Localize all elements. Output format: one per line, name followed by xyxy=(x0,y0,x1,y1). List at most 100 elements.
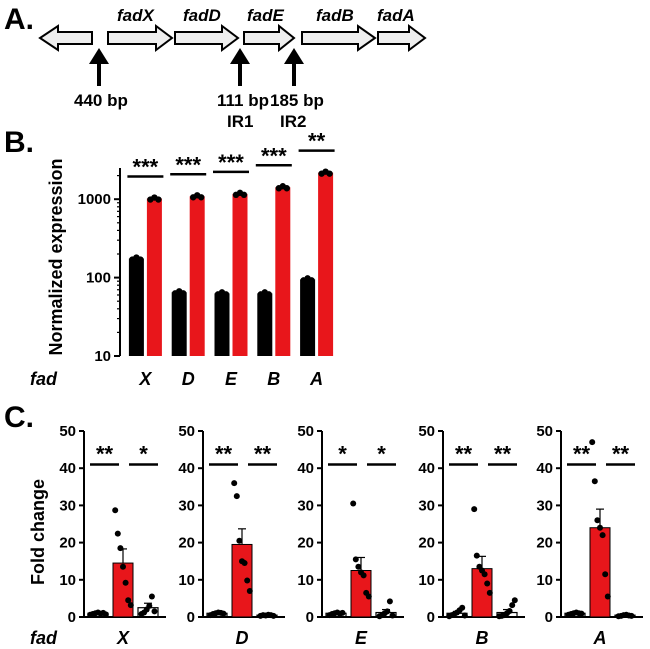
panel-c-fad-prefix: fad xyxy=(30,628,58,648)
panel-c-point xyxy=(339,609,346,616)
panel-c-sig-label: ** xyxy=(494,441,512,466)
panel-b-bar-treatment-D xyxy=(189,196,205,356)
panel-c-point xyxy=(114,530,121,537)
site-label-ir1-size: 111 bp xyxy=(217,91,269,110)
panel-b-category-label: B xyxy=(267,369,280,389)
panel-c-point xyxy=(122,579,129,586)
panel-c-point xyxy=(220,610,227,617)
panel-c-point xyxy=(270,612,277,619)
panel-c-ytick-label: 20 xyxy=(536,535,553,552)
panel-c-point xyxy=(461,612,468,619)
panel-b-sig-label: *** xyxy=(218,150,244,175)
panel-c-point xyxy=(384,608,391,615)
panel-c-sig-label: ** xyxy=(254,441,272,466)
panel-c-label: C. xyxy=(4,401,34,434)
panel-c-ytick-label: 40 xyxy=(536,460,553,477)
panel-c-point xyxy=(506,608,513,615)
panel-b-fad-prefix: fad xyxy=(30,369,58,389)
panel-c-point xyxy=(125,597,132,604)
panel-c-point xyxy=(597,524,603,531)
gene-label-fadA: fadA xyxy=(377,6,415,25)
panel-c-point xyxy=(386,598,393,605)
panel-b-bar-control-X xyxy=(128,258,144,356)
panel-c-point xyxy=(486,589,493,596)
panel-b-point xyxy=(198,194,205,201)
panel-c-sig-label: ** xyxy=(455,441,473,466)
panel-c-point xyxy=(231,480,238,487)
panel-b-point xyxy=(283,185,290,192)
site-arrow-440 xyxy=(89,48,109,86)
panel-c-sig-label: ** xyxy=(215,441,233,466)
fadX-arrow xyxy=(107,24,174,52)
panel-c-point xyxy=(604,593,611,600)
panel-b-bar-control-E xyxy=(214,293,230,356)
panel-c-category-label: D xyxy=(236,628,249,648)
panel-c-point xyxy=(578,610,585,617)
panel-c-ytick-label: 10 xyxy=(59,572,76,589)
panel-c-ytick-label: 30 xyxy=(59,497,76,514)
panel-b-bar-control-A xyxy=(300,279,316,356)
site-arrow-ir1 xyxy=(230,48,250,86)
panel-b-point xyxy=(326,170,333,177)
panel-c-point xyxy=(350,500,357,507)
panel-c-point xyxy=(459,604,466,611)
panel-c-point xyxy=(241,560,248,567)
panel-b-ytick-label: 1000 xyxy=(78,191,111,208)
panel-b-label: B. xyxy=(4,126,34,159)
panel-c-ytick-label: 40 xyxy=(297,460,314,477)
panel-c-ytick-label: 10 xyxy=(418,572,435,589)
panel-c-ytick-label: 10 xyxy=(536,572,553,589)
panel-b-point xyxy=(180,290,187,297)
panel-c-point xyxy=(236,537,243,544)
panel-c-ytick-label: 20 xyxy=(178,535,195,552)
panel-b-point xyxy=(155,196,162,203)
panel-c-ytick-label: 40 xyxy=(178,460,195,477)
panel-c-ytick-label: 20 xyxy=(59,535,76,552)
panel-c-category-label: X xyxy=(116,628,130,648)
panel-c-ytick-label: 20 xyxy=(418,535,435,552)
gene-label-fadX: fadX xyxy=(117,6,156,25)
panel-b-bar-control-D xyxy=(171,292,187,356)
panel-c-sig-label: * xyxy=(377,441,386,466)
panel-b-sig-label: *** xyxy=(175,152,201,177)
panel-c-ytick-label: 30 xyxy=(536,497,553,514)
panel-b-ytick-label: 10 xyxy=(94,348,111,365)
panel-c-point xyxy=(117,545,124,552)
panel-b-sig-label: *** xyxy=(261,143,287,168)
panel-c-point xyxy=(352,556,359,563)
panel-b-bar-treatment-B xyxy=(275,187,291,356)
panel-c-point xyxy=(360,572,367,579)
panel-b-bar-treatment-E xyxy=(232,193,248,356)
panel-c-sig-label: ** xyxy=(573,441,591,466)
panel-c-point xyxy=(628,612,635,619)
panel-c-point xyxy=(102,611,109,618)
panel-c-sig-label: ** xyxy=(612,441,630,466)
panel-c-ytick-label: 50 xyxy=(178,423,195,440)
panel-c-ytick-label: 50 xyxy=(536,423,553,440)
panel-c-point xyxy=(389,612,396,619)
panel-c-point xyxy=(481,571,488,578)
panel-c-point xyxy=(127,602,134,609)
panel-b-sig-label: *** xyxy=(133,155,159,180)
panel-b-point xyxy=(308,277,315,284)
panel-c-ytick-label: 20 xyxy=(297,535,314,552)
panel-c-X-bar-treatment xyxy=(112,562,134,618)
panel-c-sig-label: * xyxy=(338,441,347,466)
panel-c-point xyxy=(511,597,518,604)
panel-c-ytick-label: 10 xyxy=(297,572,314,589)
panel-b-sig-label: ** xyxy=(308,129,326,154)
panel-c-ytick-label: 30 xyxy=(178,497,195,514)
panel-c-point xyxy=(591,478,598,485)
panel-b-point xyxy=(137,256,144,263)
panel-c-point xyxy=(112,507,119,514)
panel-b-ytick-label: 100 xyxy=(86,270,111,287)
site-label-ir2-size: 185 bp xyxy=(270,91,324,110)
panel-b-category-label: E xyxy=(225,369,238,389)
panel-c-point xyxy=(151,608,158,615)
fadB-arrow xyxy=(301,24,377,52)
panel-b-category-label: A xyxy=(309,369,323,389)
panel-c-ytick-label: 50 xyxy=(59,423,76,440)
panel-c-point xyxy=(589,439,596,446)
site-label-ir1-name: IR1 xyxy=(227,112,253,131)
